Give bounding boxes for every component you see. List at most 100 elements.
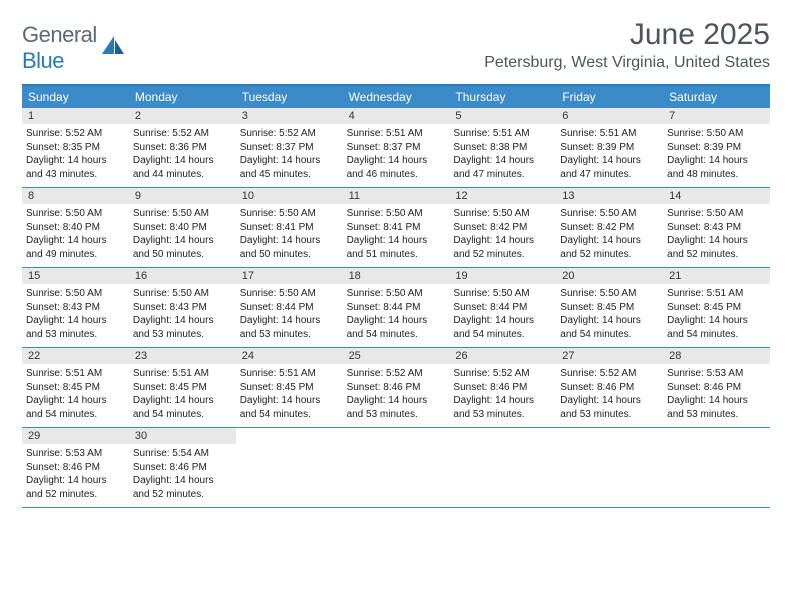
sunset-text: Sunset: 8:38 PM bbox=[453, 141, 552, 155]
day-cell: 15Sunrise: 5:50 AMSunset: 8:43 PMDayligh… bbox=[22, 268, 129, 347]
sunrise-text: Sunrise: 5:50 AM bbox=[453, 207, 552, 221]
sunrise-text: Sunrise: 5:50 AM bbox=[240, 207, 339, 221]
day-cell: 2Sunrise: 5:52 AMSunset: 8:36 PMDaylight… bbox=[129, 108, 236, 187]
day-number: 17 bbox=[236, 268, 343, 284]
daylight-text-1: Daylight: 14 hours bbox=[347, 394, 446, 408]
daylight-text-2: and 50 minutes. bbox=[133, 248, 232, 262]
daylight-text-1: Daylight: 14 hours bbox=[453, 154, 552, 168]
sunrise-text: Sunrise: 5:50 AM bbox=[240, 287, 339, 301]
day-details: Sunrise: 5:50 AMSunset: 8:41 PMDaylight:… bbox=[347, 207, 446, 261]
week-row: 29Sunrise: 5:53 AMSunset: 8:46 PMDayligh… bbox=[22, 428, 770, 508]
sunrise-text: Sunrise: 5:50 AM bbox=[347, 287, 446, 301]
sunset-text: Sunset: 8:41 PM bbox=[240, 221, 339, 235]
day-cell: 24Sunrise: 5:51 AMSunset: 8:45 PMDayligh… bbox=[236, 348, 343, 427]
day-number: 4 bbox=[343, 108, 450, 124]
daylight-text-2: and 49 minutes. bbox=[26, 248, 125, 262]
sunrise-text: Sunrise: 5:51 AM bbox=[347, 127, 446, 141]
day-cell: 22Sunrise: 5:51 AMSunset: 8:45 PMDayligh… bbox=[22, 348, 129, 427]
sunrise-text: Sunrise: 5:52 AM bbox=[347, 367, 446, 381]
sunrise-text: Sunrise: 5:51 AM bbox=[560, 127, 659, 141]
daylight-text-2: and 54 minutes. bbox=[347, 328, 446, 342]
daylight-text-2: and 52 minutes. bbox=[133, 488, 232, 502]
sunrise-text: Sunrise: 5:52 AM bbox=[453, 367, 552, 381]
day-number: 8 bbox=[22, 188, 129, 204]
day-cell: 27Sunrise: 5:52 AMSunset: 8:46 PMDayligh… bbox=[556, 348, 663, 427]
sunset-text: Sunset: 8:37 PM bbox=[240, 141, 339, 155]
day-number: 18 bbox=[343, 268, 450, 284]
brand-text: General Blue bbox=[22, 22, 97, 74]
day-details: Sunrise: 5:50 AMSunset: 8:43 PMDaylight:… bbox=[133, 287, 232, 341]
weekday-header: Monday bbox=[129, 86, 236, 108]
location-text: Petersburg, West Virginia, United States bbox=[484, 54, 770, 72]
sunrise-text: Sunrise: 5:50 AM bbox=[560, 207, 659, 221]
day-number: 25 bbox=[343, 348, 450, 364]
day-details: Sunrise: 5:50 AMSunset: 8:40 PMDaylight:… bbox=[26, 207, 125, 261]
sunrise-text: Sunrise: 5:50 AM bbox=[26, 287, 125, 301]
daylight-text-2: and 52 minutes. bbox=[26, 488, 125, 502]
daylight-text-2: and 53 minutes. bbox=[453, 408, 552, 422]
day-cell: 9Sunrise: 5:50 AMSunset: 8:40 PMDaylight… bbox=[129, 188, 236, 267]
day-cell: 26Sunrise: 5:52 AMSunset: 8:46 PMDayligh… bbox=[449, 348, 556, 427]
weeks-container: 1Sunrise: 5:52 AMSunset: 8:35 PMDaylight… bbox=[22, 108, 770, 508]
daylight-text-2: and 52 minutes. bbox=[453, 248, 552, 262]
day-details: Sunrise: 5:54 AMSunset: 8:46 PMDaylight:… bbox=[133, 447, 232, 501]
sunrise-text: Sunrise: 5:50 AM bbox=[133, 287, 232, 301]
daylight-text-1: Daylight: 14 hours bbox=[560, 314, 659, 328]
sunset-text: Sunset: 8:45 PM bbox=[133, 381, 232, 395]
sunset-text: Sunset: 8:40 PM bbox=[133, 221, 232, 235]
week-row: 1Sunrise: 5:52 AMSunset: 8:35 PMDaylight… bbox=[22, 108, 770, 188]
daylight-text-2: and 54 minutes. bbox=[240, 408, 339, 422]
weekday-header: Friday bbox=[556, 86, 663, 108]
day-cell: 28Sunrise: 5:53 AMSunset: 8:46 PMDayligh… bbox=[663, 348, 770, 427]
daylight-text-2: and 54 minutes. bbox=[667, 328, 766, 342]
sunset-text: Sunset: 8:46 PM bbox=[453, 381, 552, 395]
sunrise-text: Sunrise: 5:50 AM bbox=[347, 207, 446, 221]
day-details: Sunrise: 5:50 AMSunset: 8:39 PMDaylight:… bbox=[667, 127, 766, 181]
daylight-text-1: Daylight: 14 hours bbox=[133, 474, 232, 488]
day-number: 19 bbox=[449, 268, 556, 284]
daylight-text-1: Daylight: 14 hours bbox=[133, 234, 232, 248]
day-cell: 6Sunrise: 5:51 AMSunset: 8:39 PMDaylight… bbox=[556, 108, 663, 187]
day-details: Sunrise: 5:52 AMSunset: 8:46 PMDaylight:… bbox=[347, 367, 446, 421]
weekday-header: Saturday bbox=[663, 86, 770, 108]
sunrise-text: Sunrise: 5:50 AM bbox=[560, 287, 659, 301]
day-cell: 23Sunrise: 5:51 AMSunset: 8:45 PMDayligh… bbox=[129, 348, 236, 427]
sunset-text: Sunset: 8:46 PM bbox=[667, 381, 766, 395]
day-cell: 5Sunrise: 5:51 AMSunset: 8:38 PMDaylight… bbox=[449, 108, 556, 187]
day-cell: 1Sunrise: 5:52 AMSunset: 8:35 PMDaylight… bbox=[22, 108, 129, 187]
daylight-text-1: Daylight: 14 hours bbox=[133, 314, 232, 328]
daylight-text-1: Daylight: 14 hours bbox=[453, 314, 552, 328]
daylight-text-2: and 51 minutes. bbox=[347, 248, 446, 262]
daylight-text-1: Daylight: 14 hours bbox=[667, 394, 766, 408]
day-details: Sunrise: 5:50 AMSunset: 8:42 PMDaylight:… bbox=[560, 207, 659, 261]
day-cell: 25 Sunrise: 5:52 AMSunset: 8:46 PMDayligh… bbox=[343, 348, 450, 427]
day-details: Sunrise: 5:51 AMSunset: 8:45 PMDaylight:… bbox=[667, 287, 766, 341]
sunset-text: Sunset: 8:43 PM bbox=[26, 301, 125, 315]
daylight-text-1: Daylight: 14 hours bbox=[560, 234, 659, 248]
daylight-text-2: and 53 minutes. bbox=[560, 408, 659, 422]
day-details: Sunrise: 5:51 AMSunset: 8:45 PMDaylight:… bbox=[26, 367, 125, 421]
week-row: 22Sunrise: 5:51 AMSunset: 8:45 PMDayligh… bbox=[22, 348, 770, 428]
sunset-text: Sunset: 8:36 PM bbox=[133, 141, 232, 155]
daylight-text-2: and 53 minutes. bbox=[133, 328, 232, 342]
day-number: 21 bbox=[663, 268, 770, 284]
daylight-text-2: and 46 minutes. bbox=[347, 168, 446, 182]
day-cell: 3Sunrise: 5:52 AMSunset: 8:37 PMDaylight… bbox=[236, 108, 343, 187]
sunset-text: Sunset: 8:44 PM bbox=[240, 301, 339, 315]
day-details: Sunrise: 5:50 AMSunset: 8:44 PMDaylight:… bbox=[347, 287, 446, 341]
month-title: June 2025 bbox=[484, 18, 770, 52]
day-details: Sunrise: 5:52 AMSunset: 8:46 PMDaylight:… bbox=[560, 367, 659, 421]
title-block: June 2025 Petersburg, West Virginia, Uni… bbox=[484, 18, 770, 72]
daylight-text-1: Daylight: 14 hours bbox=[240, 154, 339, 168]
sunrise-text: Sunrise: 5:51 AM bbox=[240, 367, 339, 381]
sunset-text: Sunset: 8:46 PM bbox=[560, 381, 659, 395]
daylight-text-1: Daylight: 14 hours bbox=[453, 234, 552, 248]
daylight-text-2: and 47 minutes. bbox=[560, 168, 659, 182]
sunset-text: Sunset: 8:40 PM bbox=[26, 221, 125, 235]
header: General Blue June 2025 Petersburg, West … bbox=[22, 18, 770, 74]
calendar-page: General Blue June 2025 Petersburg, West … bbox=[0, 0, 792, 508]
sunset-text: Sunset: 8:46 PM bbox=[26, 461, 125, 475]
day-number: 29 bbox=[22, 428, 129, 444]
day-number: 28 bbox=[663, 348, 770, 364]
day-details: Sunrise: 5:51 AMSunset: 8:39 PMDaylight:… bbox=[560, 127, 659, 181]
